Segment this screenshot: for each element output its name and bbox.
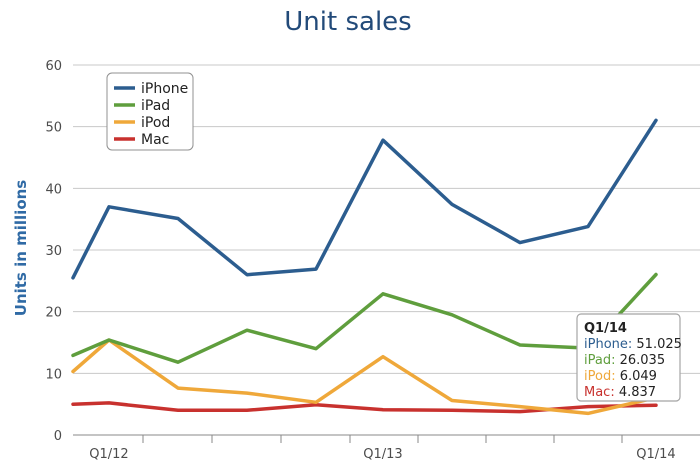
y-tick-label: 40 xyxy=(45,182,62,197)
y-tick-label: 50 xyxy=(45,121,62,136)
tooltip-row-iphone: iPhone: 51.025 xyxy=(584,337,682,352)
y-tick-label: 0 xyxy=(54,429,62,444)
tooltip-label: Mac xyxy=(584,385,610,400)
chart-title: Unit sales xyxy=(284,7,411,37)
legend-item-ipod[interactable]: iPod xyxy=(141,115,170,131)
x-axis: Q1/12 Q1/13 Q1/14 xyxy=(73,434,700,462)
tooltip-value: 4.837 xyxy=(619,385,656,400)
legend-box xyxy=(106,72,194,151)
tooltip-colon: : xyxy=(611,353,620,368)
tooltip-colon: : xyxy=(610,385,619,400)
legend-item-ipad[interactable]: iPad xyxy=(141,98,170,114)
x-tick-label: Q1/14 xyxy=(636,447,675,462)
tooltip-value: 26.035 xyxy=(620,353,666,368)
tooltip-row-ipad: iPad: 26.035 xyxy=(584,353,665,368)
tooltip-title: Q1/14 xyxy=(584,321,627,336)
legend-item-iphone[interactable]: iPhone xyxy=(141,81,188,97)
tooltip-box xyxy=(576,313,681,402)
y-tick-label: 60 xyxy=(45,59,62,74)
y-axis-label: Units in millions xyxy=(12,180,30,317)
y-tick-label: 10 xyxy=(45,367,62,382)
tooltip-value: 51.025 xyxy=(636,337,682,352)
series-line-iphone[interactable] xyxy=(71,118,658,280)
tooltip-value: 6.049 xyxy=(620,369,657,384)
legend-item-mac[interactable]: Mac xyxy=(141,132,169,148)
tooltip-row-ipod: iPod: 6.049 xyxy=(584,369,657,384)
tooltip-colon: : xyxy=(611,369,620,384)
tooltip-label: iPhone xyxy=(584,337,628,352)
x-tick-label: Q1/12 xyxy=(89,447,128,462)
tooltip-label: iPod xyxy=(584,369,611,384)
x-tick-label: Q1/13 xyxy=(363,447,402,462)
tooltip-colon: : xyxy=(628,337,637,352)
y-tick-label: 20 xyxy=(45,306,62,321)
series-line-ipad[interactable] xyxy=(71,272,658,364)
series-line-ipod[interactable] xyxy=(71,338,658,416)
tooltip-row-mac: Mac: 4.837 xyxy=(584,385,656,400)
tooltip-label: iPad xyxy=(584,353,611,368)
y-tick-label: 30 xyxy=(45,244,62,259)
series-lines[interactable] xyxy=(71,118,658,416)
